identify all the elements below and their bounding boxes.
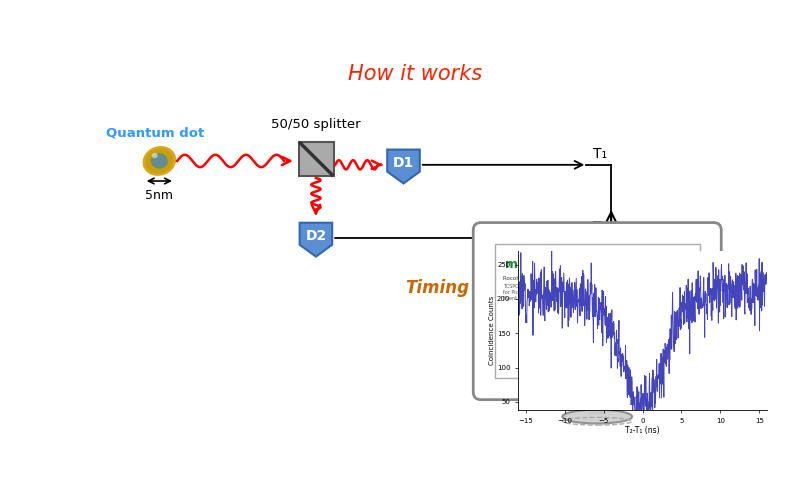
- Text: D1: D1: [393, 156, 414, 170]
- Text: 5nm: 5nm: [145, 189, 173, 202]
- Polygon shape: [299, 142, 334, 176]
- Text: Event Timing: Event Timing: [503, 296, 535, 302]
- Circle shape: [617, 320, 624, 326]
- Text: Quantum dot: Quantum dot: [106, 126, 205, 140]
- Bar: [537, 259, 549, 271]
- Circle shape: [500, 253, 524, 277]
- Text: m: m: [505, 259, 518, 271]
- Polygon shape: [300, 223, 332, 257]
- Polygon shape: [590, 393, 605, 413]
- FancyBboxPatch shape: [495, 238, 632, 249]
- Circle shape: [588, 320, 595, 326]
- FancyBboxPatch shape: [495, 244, 700, 378]
- Ellipse shape: [146, 148, 173, 173]
- Text: How it works: How it works: [348, 64, 482, 84]
- Text: D2: D2: [305, 229, 326, 244]
- Text: RocoHarp 300: RocoHarp 300: [503, 276, 542, 281]
- Text: T₁: T₁: [594, 147, 608, 161]
- Bar: [560, 259, 573, 271]
- FancyBboxPatch shape: [481, 238, 495, 338]
- X-axis label: T₂-T₁ (ns): T₂-T₁ (ns): [625, 427, 660, 435]
- Text: 50/50 splitter: 50/50 splitter: [271, 118, 360, 131]
- Text: for Picosecond: for Picosecond: [503, 290, 538, 295]
- Ellipse shape: [562, 410, 632, 424]
- Text: TCSPC Module: TCSPC Module: [503, 284, 538, 289]
- Ellipse shape: [143, 146, 176, 176]
- FancyBboxPatch shape: [473, 223, 721, 400]
- Text: Timing: Timing: [405, 279, 469, 297]
- Ellipse shape: [151, 153, 168, 169]
- Ellipse shape: [151, 153, 158, 158]
- FancyBboxPatch shape: [481, 238, 632, 338]
- Y-axis label: Coincidence Counts: Coincidence Counts: [489, 296, 496, 365]
- Circle shape: [603, 320, 610, 326]
- Text: T₂: T₂: [594, 220, 608, 234]
- Polygon shape: [387, 150, 420, 183]
